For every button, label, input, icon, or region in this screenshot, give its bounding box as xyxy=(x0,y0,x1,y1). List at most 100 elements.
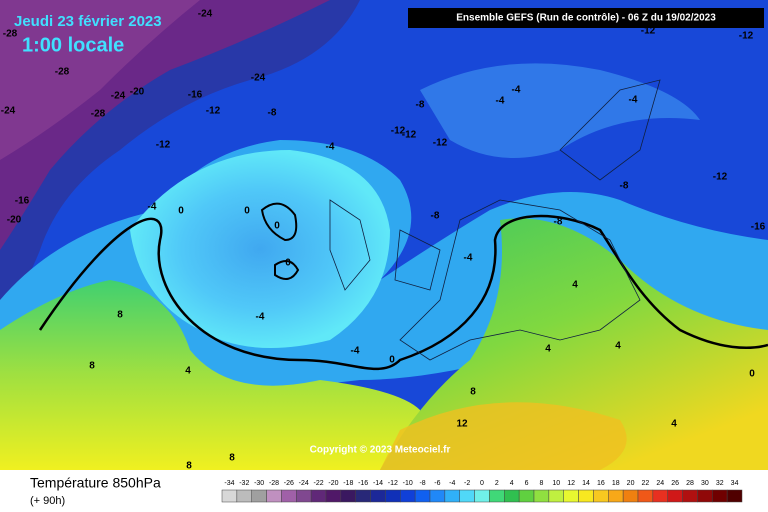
contour-label: -24 xyxy=(198,9,213,20)
scale-swatch xyxy=(429,489,446,503)
scale-label: 20 xyxy=(627,480,635,487)
scale-label: 18 xyxy=(612,480,620,487)
scale-label: -34 xyxy=(224,480,234,487)
scale-swatch xyxy=(355,489,371,503)
contour-label: -8 xyxy=(431,211,440,222)
scale-swatch xyxy=(504,489,520,503)
contour-label: -4 xyxy=(351,346,360,357)
scale-swatch xyxy=(518,489,535,503)
contour-label: -12 xyxy=(391,126,406,137)
contour-label: 0 xyxy=(285,258,291,269)
scale-label: 2 xyxy=(495,480,499,487)
map-time: 1:00 locale xyxy=(22,34,124,56)
scale-label: 34 xyxy=(731,480,739,487)
contour-label: 4 xyxy=(615,341,621,352)
contour-label: 0 xyxy=(178,206,184,217)
contour-label: -8 xyxy=(416,100,425,111)
scale-swatch xyxy=(236,489,252,503)
contour-label: -16 xyxy=(188,90,203,101)
contour-label: 0 xyxy=(274,221,280,232)
scale-label: 16 xyxy=(597,480,605,487)
scale-label: 4 xyxy=(510,480,514,487)
scale-label: 14 xyxy=(582,480,590,487)
scale-swatch xyxy=(474,489,490,503)
scale-label: 26 xyxy=(671,480,679,487)
contour-label: -12 xyxy=(433,138,448,149)
contour-label: -24 xyxy=(1,106,16,117)
contour-label: -4 xyxy=(326,142,335,153)
scale-swatch xyxy=(459,489,475,503)
color-scale: -34 -32 -30 -28 -26 -24 -22 -20 -18 -16 -14 -12 -10-… xyxy=(221,480,743,503)
contour-label: -24 xyxy=(251,73,266,84)
scale-swatch xyxy=(385,489,401,503)
contour-label: 8 xyxy=(229,453,235,464)
scale-swatch xyxy=(533,489,550,503)
scale-swatch xyxy=(310,489,327,503)
scale-label: -32 xyxy=(239,480,249,487)
contour-label: 0 xyxy=(389,355,395,366)
contour-label: -28 xyxy=(55,67,70,78)
scale-swatch xyxy=(593,489,609,503)
scale-swatch xyxy=(325,489,342,503)
contour-label: -4 xyxy=(629,95,638,106)
scale-swatch xyxy=(414,489,431,503)
header-box xyxy=(408,8,764,28)
contour-label: -4 xyxy=(256,312,265,323)
scale-label: -18 xyxy=(343,480,353,487)
scale-swatch xyxy=(697,489,713,503)
contour-label: -4 xyxy=(512,85,521,96)
scale-label: -2 xyxy=(464,480,470,487)
copyright: Copyright © 2023 Meteociel.fr xyxy=(310,445,451,456)
contour-label: -20 xyxy=(7,215,22,226)
scale-swatch xyxy=(548,489,564,503)
scale-label: 10 xyxy=(552,480,560,487)
contour-label: -4 xyxy=(148,202,157,213)
contour-label: 4 xyxy=(185,366,191,377)
contour-label: -8 xyxy=(268,108,277,119)
contour-label: 8 xyxy=(470,387,476,398)
contour-label: -12 xyxy=(156,140,171,151)
run-info: Ensemble GEFS (Run de contrôle) - 06 Z d… xyxy=(456,13,716,24)
contour-label: -12 xyxy=(206,106,221,117)
scale-swatch xyxy=(370,489,386,503)
contour-label: -4 xyxy=(464,253,473,264)
contour-label: -8 xyxy=(554,217,563,228)
contour-label: 4 xyxy=(545,344,551,355)
scale-swatch xyxy=(489,489,505,503)
contour-label: -4 xyxy=(496,96,505,107)
map-date: Jeudi 23 février 2023 xyxy=(14,13,162,30)
scale-label: 32 xyxy=(716,480,724,487)
scale-label: 28 xyxy=(686,480,694,487)
contour-label: 0 xyxy=(244,206,250,217)
contour-label: 4 xyxy=(572,280,578,291)
scale-swatch xyxy=(444,489,460,503)
scale-swatch xyxy=(340,489,356,503)
scale-label: -24 xyxy=(299,480,309,487)
scale-label: -4 xyxy=(449,480,455,487)
contour-label: -24 xyxy=(111,91,126,102)
contour-label: -28 xyxy=(3,29,18,40)
scale-swatch xyxy=(221,489,238,503)
contour-label: -16 xyxy=(15,196,30,207)
contour-label: 8 xyxy=(117,310,123,321)
scale-swatch xyxy=(652,489,668,503)
contour-label: -12 xyxy=(402,130,417,141)
scale-label: 8 xyxy=(539,480,543,487)
scale-label: -28 xyxy=(269,480,279,487)
scale-label: -26 xyxy=(284,480,294,487)
scale-swatch xyxy=(637,489,654,503)
scale-label: 6 xyxy=(525,480,529,487)
scale-label: -12 xyxy=(388,480,398,487)
scale-swatch xyxy=(712,489,728,503)
scale-swatch xyxy=(563,489,579,503)
contour-labels: -24-28-28-24 -20 -16-12 -8-12-4 0 000-4-16-20… xyxy=(1,9,766,472)
scale-label: -22 xyxy=(314,480,324,487)
contour-label: 12 xyxy=(456,419,468,430)
scale-swatch xyxy=(608,489,624,503)
scale-swatch xyxy=(281,489,297,503)
scale-swatch xyxy=(400,489,416,503)
scale-label: 12 xyxy=(567,480,575,487)
temperature-field xyxy=(0,0,768,470)
contour-label: 4 xyxy=(671,419,677,430)
